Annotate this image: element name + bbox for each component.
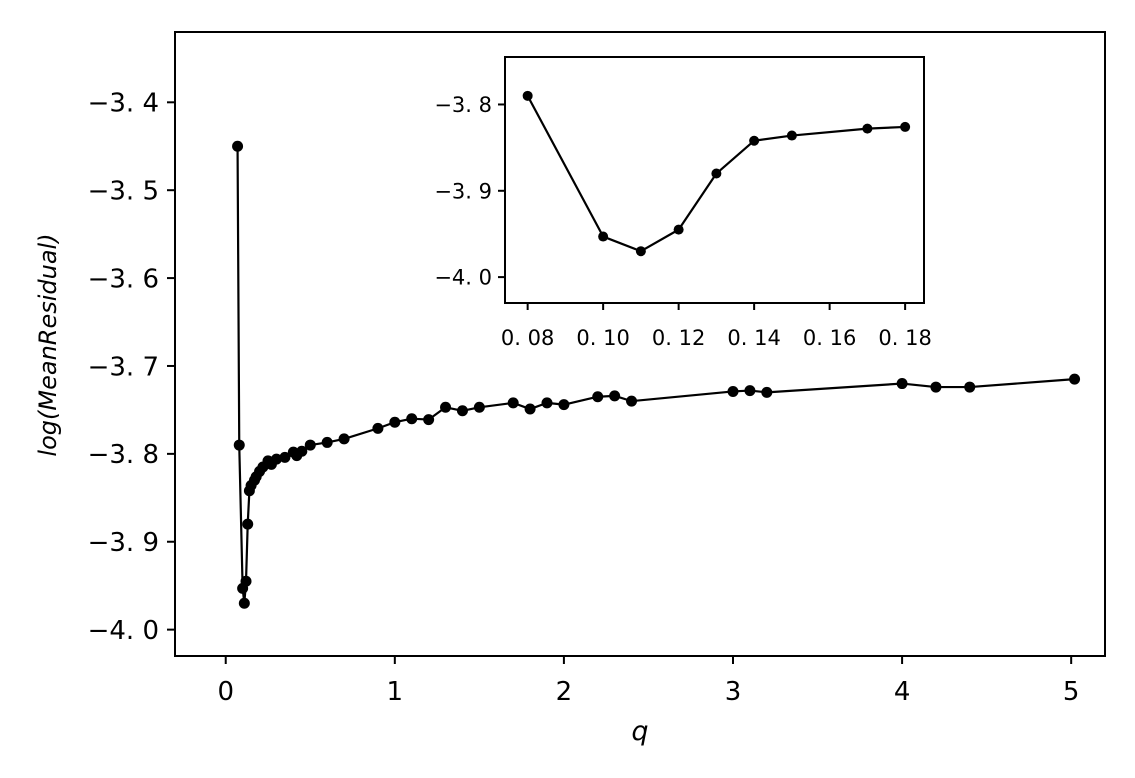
main-x-tick-label: 4 [894,677,911,707]
inset-x-tick-label: 0. 10 [576,326,629,350]
main-data-point [727,385,739,397]
inset-data-point [900,121,911,132]
main-data-point [744,385,756,397]
inset-x-tick-label: 0. 16 [803,326,856,350]
main-y-tick-label: −3. 9 [88,528,159,558]
main-data-point [296,445,308,457]
inset-y-tick-label: −3. 8 [434,93,492,117]
main-data-point [930,381,942,393]
main-data-point [524,403,536,415]
main-y-tick-label: −3. 7 [88,352,159,382]
inset-y-tick-label: −4. 0 [434,266,492,290]
main-data-point [279,451,291,463]
main-data-point [240,575,252,587]
main-plot-frame [174,31,1106,657]
inset-x-tick-label: 0. 12 [652,326,705,350]
main-data-point [233,439,245,451]
inset-data-point [522,90,533,101]
main-y-tick-label: −4. 0 [88,616,159,646]
inset-x-tick-label: 0. 08 [501,326,554,350]
main-data-point [456,405,468,417]
main-series-points [232,140,1081,609]
main-y-tick-label: −3. 6 [88,264,159,294]
inset-data-point [711,168,722,179]
main-data-point [626,395,638,407]
main-data-point [238,597,250,609]
main-data-point [321,436,333,448]
main-data-point [507,397,519,409]
main-data-point [1069,373,1081,385]
main-x-tick-label: 0 [217,677,234,707]
inset-x-tick-label: 0. 18 [878,326,931,350]
main-data-point [558,399,570,411]
main-data-point [389,416,401,428]
inset-x-tick-label: 0. 14 [727,326,780,350]
inset-y-tick-label: −3. 9 [434,179,492,203]
main-data-point [473,401,485,413]
main-x-tick-label: 2 [556,677,573,707]
main-data-point [896,378,908,390]
main-data-point [609,390,621,402]
main-data-point [761,386,773,398]
inset-data-point [786,130,797,141]
main-x-axis-label: q [631,716,648,747]
main-y-ticks: −3. 4 −3. 5 −3. 6 −3. 7 −3. 8 −3. 9 −4. 0 [88,89,175,646]
inset-axes: 0. 08 0. 10 0. 12 0. 14 0. 16 0. 18 −3. 8−3. … [434,56,932,350]
inset-data-point [598,231,609,242]
main-data-point [440,401,452,413]
main-axes: 0 1 2 3 4 5 −3. 4 −3. 5 −3. 6 −3. 7 −3. 8 −3. 9 −4.… [34,31,1106,747]
main-data-point [338,433,350,445]
inset-data-point [673,224,684,235]
inset-plot-frame [504,56,925,304]
main-data-point [232,140,244,152]
main-y-tick-label: −3. 4 [88,89,159,119]
main-x-tick-label: 1 [387,677,404,707]
main-data-point [372,422,384,434]
inset-background [505,57,924,303]
main-data-point [406,413,418,425]
main-data-point [541,397,553,409]
inset-y-ticks: −3. 8 −3. 9 −4. 0 [434,93,505,290]
inset-data-point [749,135,760,146]
main-x-tick-label: 3 [725,677,742,707]
main-x-tick-label: 5 [1063,677,1080,707]
main-y-tick-label: −3. 8 [88,440,159,470]
inset-series-points [522,90,911,257]
main-data-point [270,453,282,465]
main-data-point [592,391,604,403]
main-data-point [423,414,435,426]
main-y-axis-label: log(MeanResidual) [34,233,62,456]
main-x-ticks: 0 1 2 3 4 5 [217,656,1079,707]
main-data-point [964,381,976,393]
inset-data-point [635,246,646,257]
inset-data-point [862,123,873,134]
main-data-point [304,439,316,451]
main-y-tick-label: −3. 5 [88,177,159,207]
main-data-point [242,518,254,530]
inset-x-ticks: 0. 08 0. 10 0. 12 0. 14 0. 16 0. 18 [501,303,932,350]
